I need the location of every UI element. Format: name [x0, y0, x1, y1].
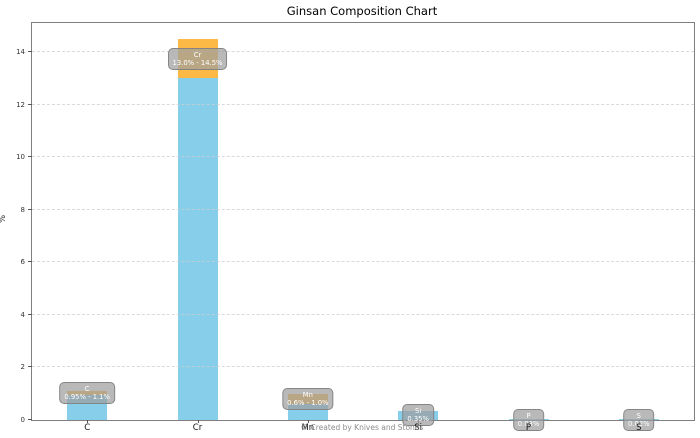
y-tick-mark	[28, 103, 32, 105]
annotation-element-Mn: Mn	[302, 390, 313, 399]
y-tick-label: 6	[20, 258, 25, 267]
x-tick-label-C: C	[84, 423, 91, 433]
x-tick-label-Si: Si	[414, 423, 423, 433]
annotation-S: S 0.02%	[623, 408, 655, 431]
x-tick-mark	[307, 420, 309, 423]
y-tick-label: 2	[20, 363, 25, 372]
y-tick-mark	[28, 313, 32, 315]
y-tick-label: 12	[16, 100, 25, 109]
gridline-y-6	[32, 261, 694, 263]
annotation-value-C: 0.95% - 1.1%	[64, 393, 110, 402]
y-tick-mark	[28, 50, 32, 52]
annotation-value-S: 0.02%	[628, 419, 650, 428]
annotation-element-S: S	[636, 411, 641, 420]
gridline-y-4	[32, 313, 694, 315]
y-tick-mark	[28, 419, 32, 420]
y-tick-mark	[28, 156, 32, 158]
annotation-value-Si: 0.35%	[407, 415, 429, 424]
gridline-y-14	[32, 50, 694, 52]
y-tick-label: 10	[16, 153, 25, 162]
annotation-element-Si: Si	[415, 407, 422, 416]
gridline-y-2	[32, 366, 694, 368]
y-tick-mark	[28, 366, 32, 368]
annotation-value-P: 0.03%	[517, 419, 540, 428]
x-tick-mark	[197, 420, 199, 423]
x-tick-label-Cr: Cr	[192, 423, 203, 433]
annotation-Mn: Mn 0.6% - 1.0%	[282, 387, 334, 410]
x-tick-label-S: S	[636, 423, 642, 433]
y-tick-label: 0	[20, 416, 25, 424]
annotation-C: C 0.95% - 1.1%	[59, 382, 115, 405]
y-tick-mark	[28, 208, 32, 210]
y-tick-label: 14	[16, 47, 25, 56]
chart-title: Ginsan Composition Chart	[286, 4, 438, 18]
gridline-y-12	[32, 103, 694, 105]
x-tick-label-P: P	[525, 423, 532, 433]
y-tick-mark	[28, 261, 32, 263]
gridline-y-8	[32, 208, 694, 210]
x-tick-mark	[87, 420, 89, 423]
y-tick-label: 8	[20, 205, 25, 214]
annotation-element-Cr: Cr	[193, 50, 202, 59]
annotation-Si: Si 0.35%	[402, 404, 434, 427]
plot-area: 0 2 4 6 8 10 12 14 C 0.95% - 1.1% C Cr 13.0% - 14.5%…	[16, 22, 695, 433]
watermark-credit: © Created by Knives and Stones	[300, 423, 424, 432]
y-axis-label: %	[0, 215, 8, 223]
annotation-P: P 0.03%	[512, 408, 545, 431]
bar-Cr-min	[177, 78, 218, 420]
annotation-value-Mn: 0.6% - 1.0%	[287, 398, 329, 407]
annotation-element-C: C	[84, 385, 90, 394]
x-tick-label-Mn: Mn	[301, 423, 315, 433]
annotation-Cr: Cr 13.0% - 14.5%	[167, 47, 228, 70]
annotation-value-Cr: 13.0% - 14.5%	[172, 58, 223, 67]
gridline-y-10	[32, 156, 694, 158]
annotation-element-P: P	[526, 411, 531, 420]
y-tick-label: 4	[20, 310, 25, 319]
